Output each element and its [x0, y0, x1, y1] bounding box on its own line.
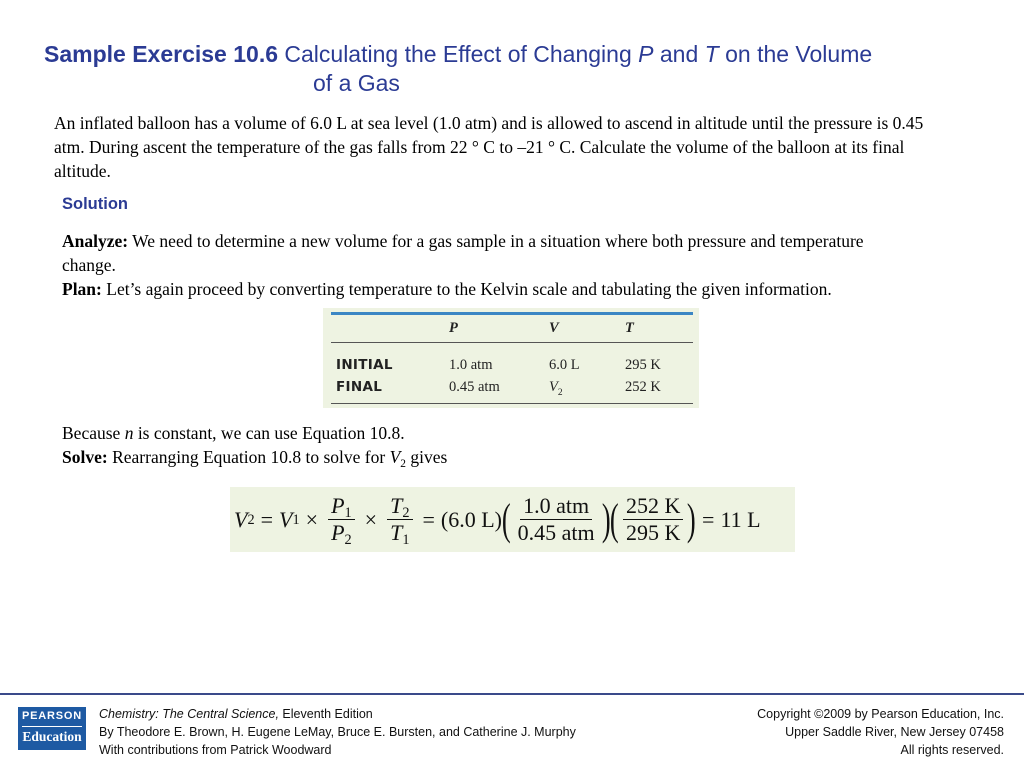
footer-contributors: With contributions from Patrick Woodward: [99, 743, 332, 757]
row-label-final: FINAL: [336, 379, 383, 395]
because-text-b: is constant, we can use Equation 10.8.: [137, 423, 405, 443]
eq-v1: V: [279, 506, 293, 532]
problem-statement: An inflated balloon has a volume of 6.0 …: [54, 113, 924, 181]
solve-var-sub: 2: [400, 458, 406, 470]
eq-paren-open-1: (: [501, 494, 511, 544]
logo-separator: [22, 726, 82, 727]
title-var-t: T: [704, 41, 719, 67]
footer-copyright-line: Copyright ©2009 by Pearson Education, In…: [757, 707, 1004, 721]
because-var-n: n: [124, 423, 134, 443]
solution-heading: Solution: [62, 195, 128, 213]
solve-label: Solve:: [62, 447, 108, 467]
eq-lhs-var: V: [234, 506, 248, 532]
because-text-a: Because: [62, 423, 121, 443]
table-header-p: P: [449, 320, 458, 336]
eq-temperature-ratio: T2 T1: [387, 494, 413, 547]
footer-authors: By Theodore E. Brown, H. Eugene LeMay, B…: [99, 725, 576, 739]
footer-edition: Eleventh Edition: [282, 707, 373, 721]
eq-equals-2: =: [422, 506, 435, 532]
eq-equals-1: =: [260, 506, 274, 532]
table-header-t: T: [625, 320, 634, 336]
final-pressure: 0.45 atm: [449, 379, 500, 395]
footer-book-title: Chemistry: The Central Science,: [99, 707, 279, 721]
logo-text-top: PEARSON: [22, 710, 82, 722]
final-volume: V2: [549, 379, 563, 398]
plan-label: Plan:: [62, 279, 102, 299]
initial-volume: 6.0 L: [549, 357, 580, 373]
title-text-b: on the Volume: [725, 41, 873, 67]
exercise-label: Sample Exercise 10.6: [44, 41, 278, 67]
final-temperature: 252 K: [625, 379, 661, 395]
title-var-p: P: [638, 41, 654, 67]
analyze-label: Analyze:: [62, 231, 129, 251]
plan-text: Let’s again proceed by converting temper…: [106, 279, 832, 299]
eq-equals-3: =: [702, 506, 715, 532]
footer-rights: All rights reserved.: [900, 743, 1004, 757]
pearson-logo: PEARSON Education: [18, 707, 86, 750]
footer-location: Upper Saddle River, New Jersey 07458: [785, 725, 1004, 739]
eq-paren-close-1: ): [601, 494, 611, 544]
slide-title: Sample Exercise 10.6 Calculating the Eff…: [44, 40, 984, 98]
table-header-v: V: [549, 320, 559, 336]
eq-temperature-values: 252 K 295 K: [622, 494, 684, 545]
initial-temperature: 295 K: [625, 357, 661, 373]
eq-result: 11 L: [720, 506, 761, 532]
eq-times-1: ×: [305, 506, 319, 532]
footer-divider: [0, 693, 1024, 695]
row-label-initial: INITIAL: [336, 357, 393, 373]
solve-text: Rearranging Equation 10.8 to solve for: [112, 447, 386, 467]
footer-citation: Chemistry: The Central Science, Eleventh…: [99, 705, 576, 759]
title-line2: of a Gas: [313, 70, 400, 96]
analyze-plan-block: Analyze: We need to determine a new volu…: [62, 229, 902, 301]
table-header-rule: [331, 342, 693, 343]
eq-paren-close-2: ): [687, 494, 697, 544]
solve-var-v: V: [389, 447, 401, 467]
initial-pressure: 1.0 atm: [449, 357, 493, 373]
eq-times-2: ×: [364, 506, 378, 532]
given-info-table: P V T INITIAL 1.0 atm 6.0 L 295 K FINAL …: [323, 308, 699, 408]
analyze-text: We need to determine a new volume for a …: [62, 231, 864, 275]
because-block: Because n is constant, we can use Equati…: [62, 421, 902, 470]
eq-paren-open-2: (: [610, 494, 620, 544]
eq-pressure-values: 1.0 atm 0.45 atm: [517, 493, 595, 545]
table-bottom-rule: [331, 403, 693, 404]
logo-text-bottom: Education: [22, 729, 82, 744]
solve-gives: gives: [410, 447, 448, 467]
table-top-rule: [331, 312, 693, 315]
title-and: and: [659, 41, 699, 67]
title-text-a: Calculating the Effect of Changing: [284, 41, 632, 67]
eq-pressure-ratio: P1 P2: [328, 494, 355, 547]
eq-initial-volume: (6.0 L): [440, 506, 503, 532]
footer-copyright: Copyright ©2009 by Pearson Education, In…: [757, 705, 1004, 759]
